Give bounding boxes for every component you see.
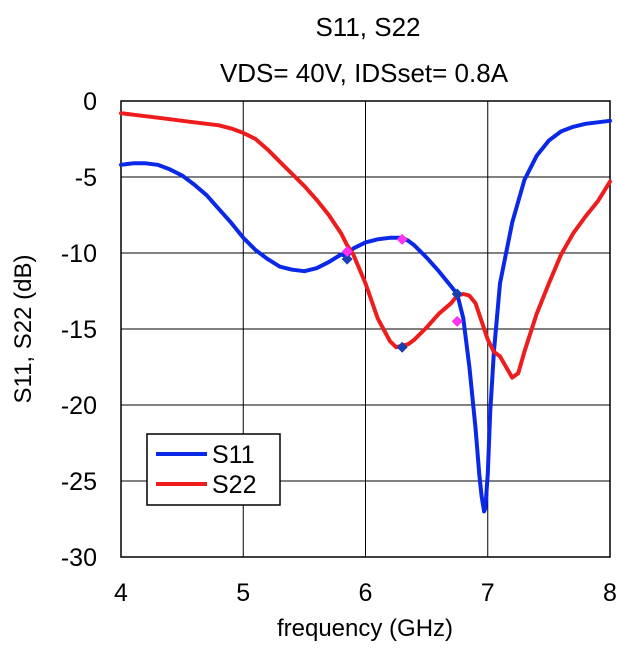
chart-subtitle: VDS= 40V, IDSset= 0.8A: [220, 58, 509, 88]
y-axis-label: S11, S22 (dB): [10, 255, 37, 404]
grid-layer: [121, 101, 610, 557]
marker-s22-5: [451, 315, 463, 327]
marker-s11-0: [341, 253, 353, 265]
y-tick-label--30: -30: [61, 544, 97, 572]
x-axis-label: frequency (GHz): [277, 615, 453, 642]
series-layer: [119, 111, 612, 514]
marker-s22-3: [341, 245, 353, 257]
marker-s22-4: [396, 233, 408, 245]
series-line-s11: [119, 118, 612, 514]
y-tick-label--20: -20: [61, 392, 97, 420]
y-tick-label--5: -5: [75, 164, 97, 192]
legend-label-s11: S11: [212, 441, 255, 469]
y-tick-label--15: -15: [61, 316, 97, 344]
plot-area-border: [120, 100, 611, 558]
x-tick-label-6: 6: [359, 579, 373, 607]
x-tick-label-8: 8: [603, 579, 617, 607]
y-tick-label--10: -10: [61, 240, 97, 268]
marker-s11-1: [396, 341, 408, 353]
x-tick-labels: 4 5 6 7 8: [114, 579, 617, 607]
x-tick-label-5: 5: [236, 579, 250, 607]
y-tick-label--25: -25: [61, 468, 97, 496]
chart-title: S11, S22: [315, 12, 420, 42]
marker-layer: [341, 233, 463, 353]
x-tick-label-4: 4: [114, 579, 128, 607]
legend-box: [146, 433, 281, 506]
legend-label-s22: S22: [212, 471, 256, 499]
legend: S11 S22: [146, 433, 281, 506]
x-tick-label-7: 7: [481, 579, 495, 607]
marker-s11-2: [451, 288, 463, 300]
y-tick-label-0: 0: [83, 88, 97, 116]
y-tick-labels: 0 -5 -10 -15 -20 -25 -30: [61, 88, 97, 572]
series-line-s22: [119, 111, 612, 380]
